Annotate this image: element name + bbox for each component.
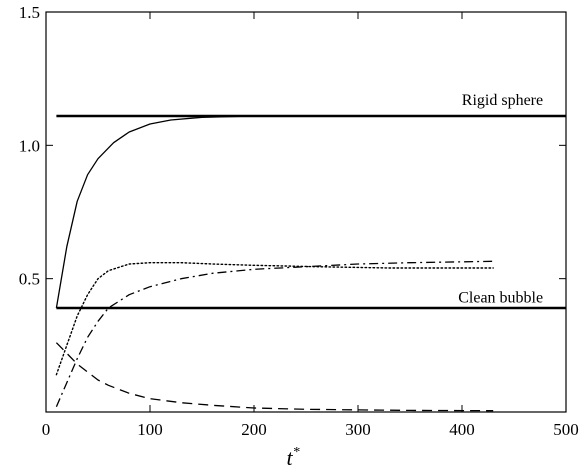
annotation-rigid-sphere: Rigid sphere [462, 92, 543, 109]
plot-frame [45, 11, 567, 413]
plot-axes [45, 11, 567, 413]
x-axis-label-main: t [286, 445, 293, 470]
ticks-layer: 0 100 200 300 400 500 0.5 1.0 1.5 [19, 3, 579, 439]
series-layer [55, 114, 566, 412]
x-tick-label: 100 [137, 420, 163, 439]
series-line-dash-dot-4 [55, 260, 494, 407]
x-tick-label: 500 [553, 420, 579, 439]
y-tick-label: 1.5 [19, 3, 40, 22]
x-tick-label: 200 [241, 420, 267, 439]
x-axis-label: t* [286, 445, 299, 470]
x-tick-label: 0 [42, 420, 51, 439]
series-line-dotted-3 [55, 262, 494, 376]
series-line-dashed-5 [55, 342, 494, 412]
y-tick-label: 1.0 [19, 136, 40, 155]
annotation-clean-bubble: Clean bubble [458, 289, 543, 306]
x-axis-label-superscript: * [293, 445, 300, 460]
x-tick-label: 300 [345, 420, 371, 439]
series-line-solid-2 [55, 115, 317, 309]
y-tick-label: 0.5 [19, 270, 40, 289]
x-tick-label: 400 [449, 420, 475, 439]
